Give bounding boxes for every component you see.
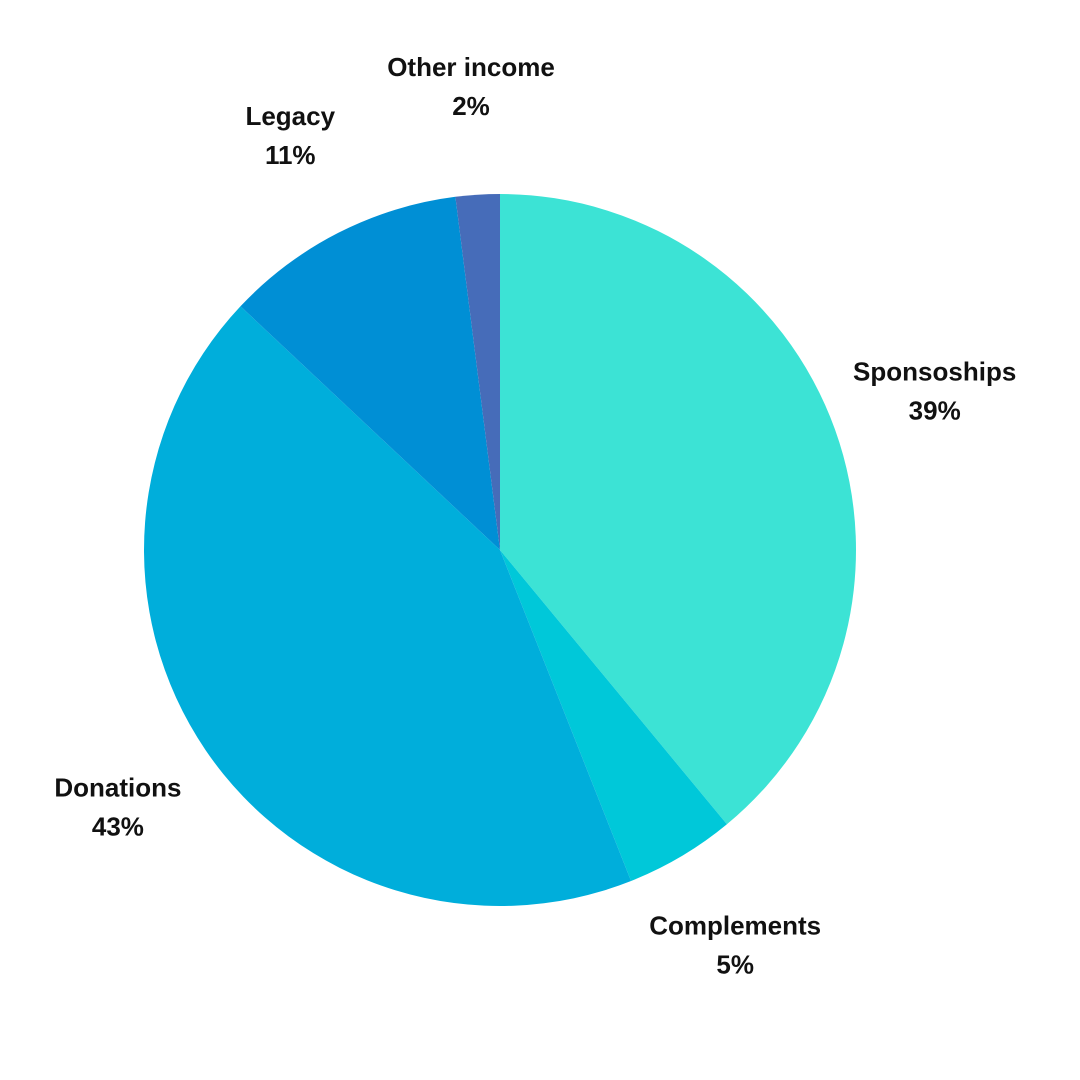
slice-label: Complements (649, 911, 821, 941)
pie-slice (240, 196, 500, 550)
slice-value-label: 2% (452, 91, 490, 121)
slice-label: Donations (54, 773, 181, 803)
slice-value-label: 5% (716, 950, 754, 980)
pie-slice (500, 550, 727, 882)
slice-value-label: 43% (92, 812, 144, 842)
slice-label: Sponsoships (853, 356, 1016, 386)
slice-label: Other income (387, 52, 555, 82)
slice-label: Legacy (245, 101, 335, 131)
pie-slice (500, 194, 856, 825)
slice-value-label: 11% (265, 140, 316, 170)
slice-value-label: 39% (909, 395, 961, 425)
pie-slice (144, 306, 632, 906)
pie-slice (455, 194, 500, 550)
